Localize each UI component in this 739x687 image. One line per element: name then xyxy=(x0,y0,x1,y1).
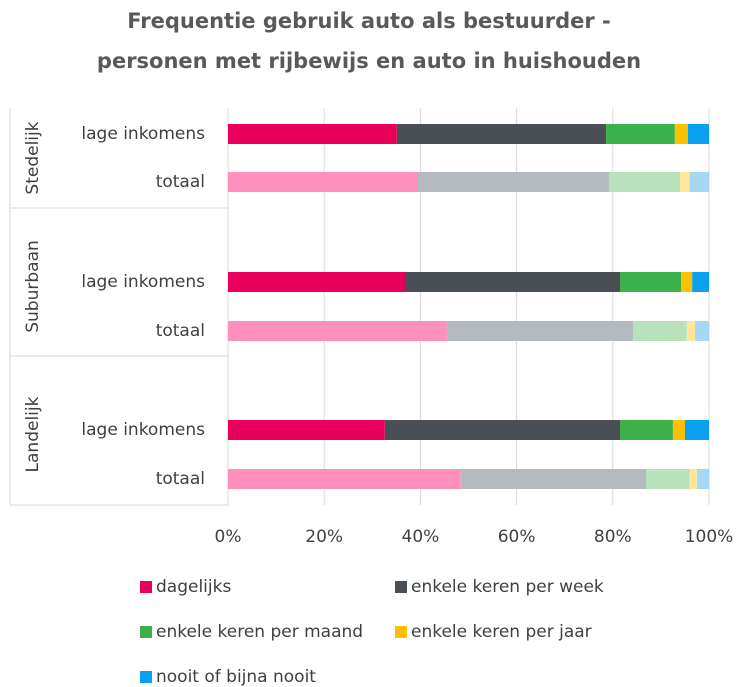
legend-label: nooit of bijna nooit xyxy=(156,667,316,687)
bar-segment xyxy=(417,172,609,192)
x-tick-label: 20% xyxy=(305,527,343,547)
y-tick-label: totaal xyxy=(156,172,205,192)
legend-label: enkele keren per week xyxy=(411,577,604,597)
x-tick-label: 40% xyxy=(402,527,440,547)
bar-segment xyxy=(681,272,693,292)
bar-segment xyxy=(689,172,709,192)
bar-segment xyxy=(687,124,709,144)
bar-segment xyxy=(686,321,696,341)
y-tick-label: lage inkomens xyxy=(81,272,205,292)
legend-swatch xyxy=(140,671,152,683)
bar-segment xyxy=(672,420,685,440)
chart-title: Frequentie gebruik auto als bestuurder - xyxy=(127,9,610,33)
bar-segment xyxy=(620,272,682,292)
bar-segment xyxy=(446,321,634,341)
legend-swatch xyxy=(395,581,407,593)
bar-segment xyxy=(606,124,675,144)
bar-segment xyxy=(228,469,461,489)
group-label: Stedelijk xyxy=(23,121,43,194)
bar-segment xyxy=(460,469,646,489)
legend-label: enkele keren per jaar xyxy=(411,622,592,642)
bar-segment xyxy=(633,321,687,341)
legend-label: dagelijks xyxy=(156,577,231,597)
bar-segment xyxy=(228,420,385,440)
legend-label: enkele keren per maand xyxy=(156,622,363,642)
bar-segment xyxy=(696,469,709,489)
bar-segment xyxy=(680,172,690,192)
bar-segment xyxy=(645,469,690,489)
legend-swatch xyxy=(140,626,152,638)
bar-segment xyxy=(695,321,709,341)
y-tick-label: totaal xyxy=(156,321,205,341)
bar-segment xyxy=(689,469,697,489)
x-tick-label: 0% xyxy=(215,527,242,547)
bar-segment xyxy=(228,321,447,341)
bar-segment xyxy=(608,172,681,192)
group-label: Landelijk xyxy=(23,396,43,472)
x-tick-label: 60% xyxy=(498,527,536,547)
bar-segment xyxy=(674,124,688,144)
bar-segment xyxy=(620,420,673,440)
bar-segment xyxy=(396,124,607,144)
bar-segment xyxy=(228,124,397,144)
bar-segment xyxy=(684,420,709,440)
group-label: Suburbaan xyxy=(23,240,43,333)
bar-segment xyxy=(405,272,621,292)
x-tick-label: 100% xyxy=(685,527,734,547)
legend-swatch xyxy=(140,581,152,593)
bar-segment xyxy=(384,420,621,440)
y-tick-label: lage inkomens xyxy=(81,124,205,144)
bar-segment xyxy=(228,172,418,192)
y-tick-label: lage inkomens xyxy=(81,420,205,440)
y-tick-label: totaal xyxy=(156,469,205,489)
chart-title: personen met rijbewijs en auto in huisho… xyxy=(97,49,641,73)
bar-segment xyxy=(228,272,406,292)
legend-swatch xyxy=(395,626,407,638)
bar-segment xyxy=(692,272,709,292)
x-tick-label: 80% xyxy=(594,527,632,547)
